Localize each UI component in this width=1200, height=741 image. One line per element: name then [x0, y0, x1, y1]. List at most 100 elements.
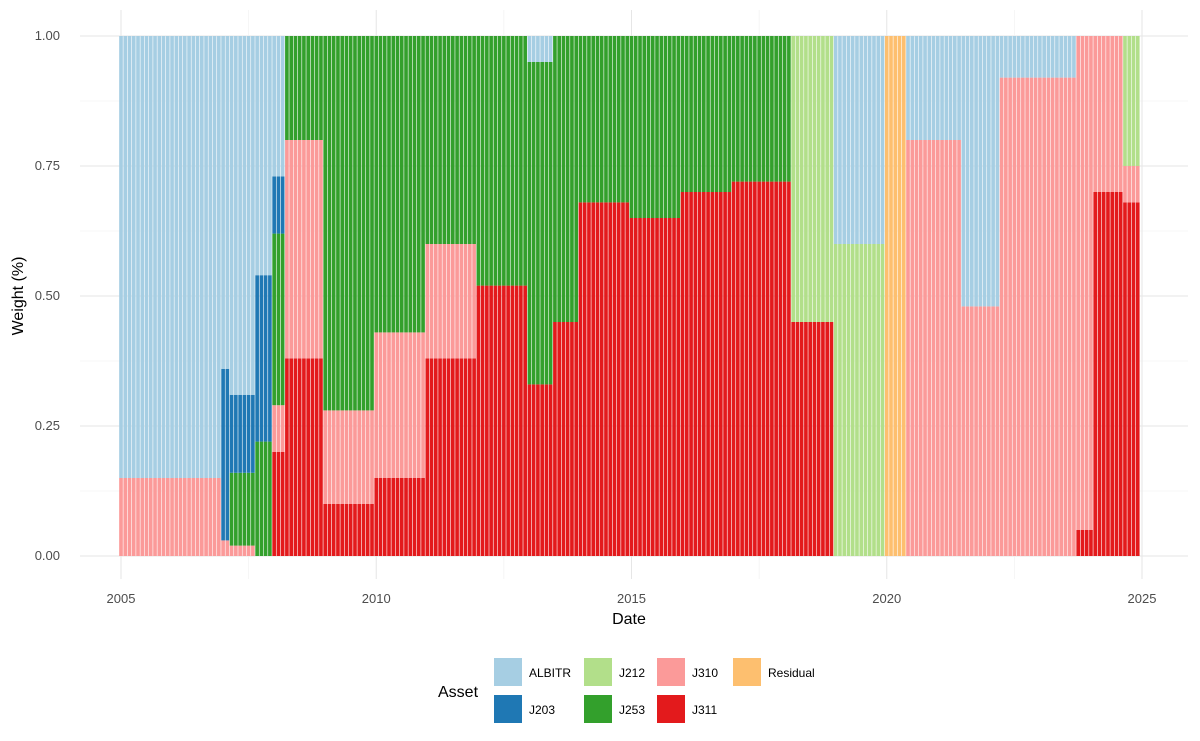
bar-segment-j253 — [689, 36, 693, 192]
bar-segment-j203 — [280, 176, 285, 234]
bar-segment-j253 — [387, 36, 391, 333]
bar-segment-j311 — [451, 358, 455, 556]
bar-segment-j311 — [595, 202, 600, 556]
bar-segment-j212 — [876, 244, 881, 556]
bar-segment-j311 — [825, 322, 830, 556]
bar-segment-j311 — [416, 478, 421, 556]
bar-segment-j311 — [557, 322, 562, 556]
bar-segment-j310 — [280, 405, 285, 452]
bar-segment-j311 — [519, 285, 523, 556]
bar-segment-j311 — [812, 322, 817, 556]
legend-label-j203: J203 — [529, 703, 555, 717]
bar-segment-j310 — [297, 140, 302, 359]
x-tick-label: 2005 — [107, 591, 136, 606]
bar-segment-j310 — [429, 244, 434, 359]
y-axis-ticks: 0.00 0.25 0.50 0.75 1.00 — [35, 28, 60, 563]
bar-segment-j311 — [761, 181, 766, 556]
bar-segment-albitr — [863, 36, 868, 244]
bar-segment-j310 — [1021, 77, 1025, 556]
bar-segment-j253 — [263, 441, 268, 556]
bar-segment-j310 — [1131, 166, 1136, 203]
bar-segment-j310 — [395, 332, 400, 478]
bar-segment-j311 — [706, 192, 710, 556]
bar-segment-albitr — [906, 36, 910, 140]
bar-segment-j311 — [502, 285, 506, 556]
bar-segment-j311 — [442, 358, 447, 556]
bar-segment-j310 — [965, 306, 970, 556]
bar-segment-j310 — [982, 306, 987, 556]
bar-segment-j253 — [663, 36, 668, 218]
bar-segment-j253 — [451, 36, 455, 244]
bar-segment-j203 — [259, 275, 264, 442]
bar-segment-j311 — [804, 322, 808, 556]
bar-segment-j311 — [540, 384, 544, 556]
bar-segment-j212 — [850, 244, 855, 556]
bar-segment-j253 — [416, 36, 421, 333]
bar-segment-j310 — [455, 244, 459, 359]
bar-segment-j253 — [242, 472, 247, 546]
bar-segment-j253 — [680, 36, 685, 192]
bar-segment-albitr — [965, 36, 970, 307]
bar-segment-j311 — [1093, 192, 1098, 556]
bar-segment-j253 — [514, 36, 519, 286]
bar-segment-albitr — [859, 36, 864, 244]
bar-segment-albitr — [876, 36, 881, 244]
bar-segment-j311 — [395, 478, 400, 556]
bar-segment-j310 — [1118, 36, 1123, 192]
bar-segment-j310 — [408, 332, 413, 478]
bar-segment-j311 — [365, 504, 370, 556]
bar-segment-j203 — [272, 176, 276, 234]
bar-segment-j310 — [468, 244, 472, 359]
bar-segment-j311 — [319, 358, 323, 556]
bar-segment-j310 — [1050, 77, 1055, 556]
bar-segment-albitr — [1059, 36, 1063, 78]
bar-segment-j310 — [348, 410, 353, 504]
bar-segment-j310 — [1038, 77, 1042, 556]
bar-segment-albitr — [846, 36, 851, 244]
bar-segment-j310 — [421, 332, 425, 478]
bar-segment-j311 — [638, 218, 642, 556]
bar-segment-j310 — [238, 545, 242, 556]
bar-segment-j310 — [399, 332, 404, 478]
bar-segment-j212 — [842, 244, 847, 556]
legend-swatch-j212 — [584, 658, 612, 686]
bar-segment-j311 — [770, 181, 774, 556]
bar-segment-albitr — [1025, 36, 1029, 78]
bar-segment-j253 — [246, 472, 251, 546]
bar-segment-j311 — [693, 192, 698, 556]
bar-segment-j212 — [880, 244, 885, 556]
bar-segment-j212 — [804, 36, 808, 322]
bar-segment-j253 — [463, 36, 468, 244]
bar-segment-j253 — [736, 36, 740, 182]
bar-segment-j253 — [659, 36, 664, 218]
bar-segment-j253 — [510, 36, 515, 286]
bar-segment-j253 — [604, 36, 608, 203]
bar-segment-j310 — [995, 306, 1000, 556]
bar-segment-j310 — [370, 410, 374, 504]
bar-segment-albitr — [255, 36, 259, 276]
bar-segment-albitr — [970, 36, 974, 307]
bar-segment-j310 — [174, 478, 179, 556]
bar-segment-j310 — [314, 140, 319, 359]
bar-segment-albitr — [957, 36, 961, 140]
bar-segment-j253 — [770, 36, 774, 182]
bar-segment-j253 — [493, 36, 498, 286]
bar-segment-j311 — [689, 192, 693, 556]
bar-segment-albitr — [974, 36, 978, 307]
bar-segment-j310 — [131, 478, 136, 556]
bar-segment-j253 — [574, 36, 579, 322]
bar-segment-j253 — [731, 36, 736, 182]
bar-segment-j212 — [825, 36, 830, 322]
bar-segment-j310 — [391, 332, 396, 478]
bar-segment-j203 — [276, 176, 281, 234]
bar-segment-j253 — [255, 441, 259, 556]
bar-segment-j310 — [1016, 77, 1021, 556]
bar-segment-j310 — [289, 140, 293, 359]
bar-segment-j212 — [808, 36, 813, 322]
y-tick-label: 0.50 — [35, 288, 60, 303]
bar-segment-j310 — [327, 410, 332, 504]
bar-segment-j310 — [914, 140, 919, 556]
bar-segment-j310 — [1135, 166, 1140, 203]
bar-segment-j253 — [570, 36, 574, 322]
